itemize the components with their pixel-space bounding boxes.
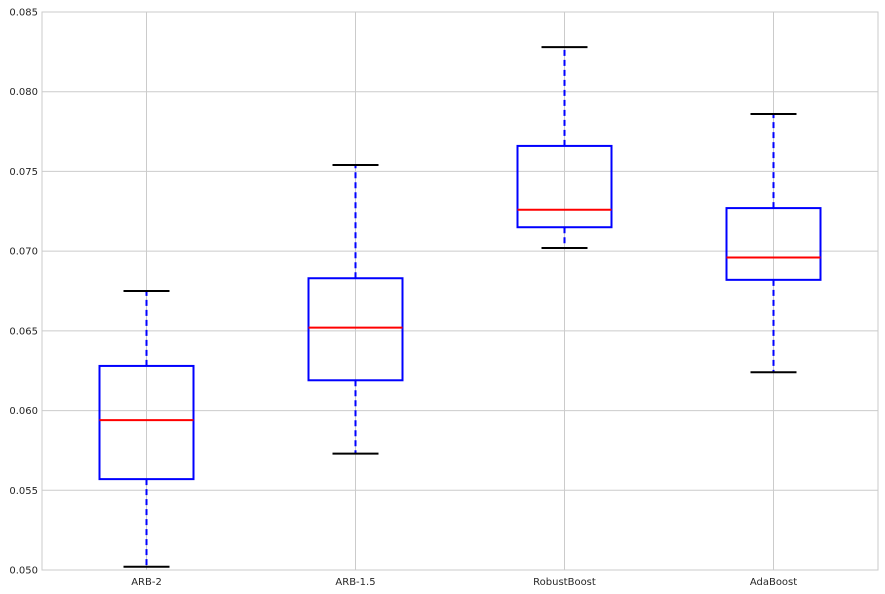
x-tick-label: ARB-1.5 — [335, 577, 375, 588]
y-tick-label: 0.065 — [9, 326, 38, 337]
box-arb-2 — [98, 290, 195, 568]
plot-frame — [41, 11, 879, 571]
y-axis-tick-labels: 0.050 0.055 0.060 0.065 0.070 0.075 0.080 0.085 — [9, 8, 38, 577]
box-robustboost — [516, 46, 613, 249]
y-tick-label: 0.085 — [9, 8, 38, 19]
x-tick-label: RobustBoost — [533, 577, 596, 588]
x-axis-tick-labels: ARB-2 ARB-1.5 RobustBoost AdaBoost — [131, 577, 797, 588]
plot-area — [42, 12, 878, 570]
y-tick-label: 0.070 — [9, 247, 38, 258]
y-tick-label: 0.055 — [9, 486, 38, 497]
iqr-box — [307, 277, 404, 382]
y-tick-label: 0.080 — [9, 87, 38, 98]
box-adaboost — [725, 113, 822, 374]
x-tick-label: ARB-2 — [131, 577, 162, 588]
iqr-box — [725, 207, 822, 281]
y-tick-label: 0.050 — [9, 566, 38, 577]
y-tick-label: 0.075 — [9, 167, 38, 178]
y-tick-label: 0.060 — [9, 406, 38, 417]
box-arb-1-5 — [307, 164, 404, 455]
box-series — [98, 46, 822, 568]
x-tick-label: AdaBoost — [750, 577, 797, 588]
iqr-box — [98, 364, 195, 481]
iqr-box — [516, 144, 613, 229]
